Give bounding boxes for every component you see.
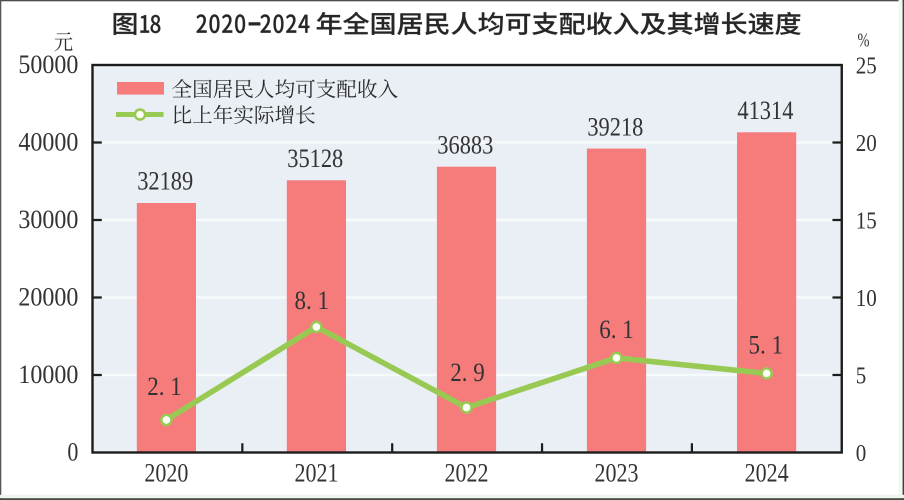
- svg-text:30000: 30000: [18, 205, 78, 234]
- svg-text:32189: 32189: [137, 167, 193, 196]
- svg-text:20000: 20000: [18, 283, 78, 312]
- svg-text:10: 10: [856, 285, 877, 312]
- svg-text:2. 9: 2. 9: [450, 358, 485, 387]
- svg-text:36883: 36883: [437, 130, 493, 159]
- svg-text:2024: 2024: [745, 459, 789, 488]
- svg-text:20: 20: [856, 130, 877, 157]
- svg-text:0: 0: [67, 438, 78, 467]
- svg-text:10000: 10000: [18, 360, 78, 389]
- svg-text:39218: 39218: [587, 112, 643, 141]
- svg-text:6. 1: 6. 1: [599, 315, 634, 344]
- svg-text:35128: 35128: [287, 144, 343, 173]
- svg-text:2. 1: 2. 1: [147, 372, 182, 401]
- svg-text:5. 1: 5. 1: [749, 331, 784, 360]
- svg-text:0: 0: [856, 440, 867, 467]
- svg-text:2023: 2023: [595, 459, 639, 488]
- svg-text:2021: 2021: [294, 459, 338, 488]
- svg-text:2022: 2022: [445, 459, 489, 488]
- svg-text:%: %: [858, 29, 870, 51]
- svg-text:25: 25: [856, 53, 877, 80]
- svg-text:41314: 41314: [737, 96, 793, 125]
- svg-text:15: 15: [856, 208, 877, 235]
- svg-text:5: 5: [856, 363, 867, 390]
- svg-text:40000: 40000: [18, 128, 78, 157]
- svg-text:2020: 2020: [144, 459, 188, 488]
- svg-text:50000: 50000: [18, 50, 78, 79]
- svg-text:8. 1: 8. 1: [295, 286, 330, 315]
